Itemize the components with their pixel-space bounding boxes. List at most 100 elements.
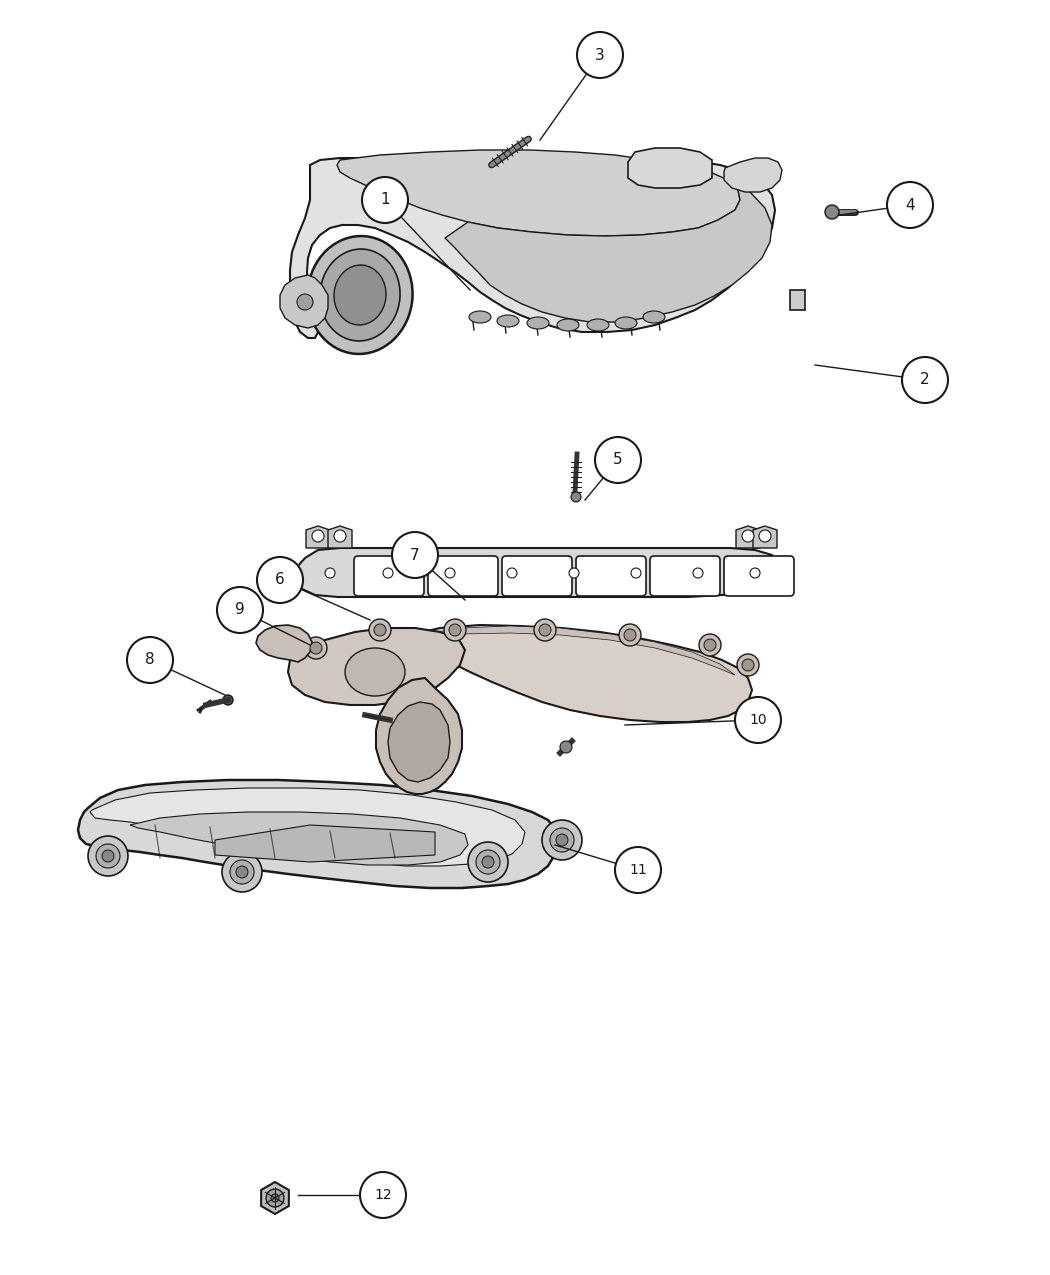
Circle shape (556, 834, 568, 847)
Text: 9: 9 (235, 603, 245, 617)
Circle shape (560, 741, 572, 754)
FancyBboxPatch shape (354, 556, 424, 595)
Circle shape (230, 861, 254, 884)
Text: 8: 8 (145, 653, 154, 668)
Circle shape (236, 866, 248, 878)
Polygon shape (408, 625, 752, 722)
Circle shape (468, 842, 508, 882)
Ellipse shape (345, 648, 405, 696)
Ellipse shape (643, 311, 665, 323)
Circle shape (445, 567, 455, 578)
Ellipse shape (320, 249, 400, 340)
Polygon shape (753, 527, 777, 548)
Polygon shape (215, 825, 435, 862)
Circle shape (750, 567, 760, 578)
Ellipse shape (334, 265, 386, 325)
Circle shape (223, 695, 233, 705)
Text: 5: 5 (613, 453, 623, 468)
Circle shape (542, 820, 582, 861)
Text: 6: 6 (275, 572, 285, 588)
Polygon shape (280, 275, 328, 328)
Circle shape (615, 847, 662, 892)
Circle shape (102, 850, 114, 862)
Polygon shape (376, 678, 462, 794)
Circle shape (595, 437, 640, 483)
Circle shape (742, 659, 754, 671)
Polygon shape (288, 629, 465, 705)
Circle shape (392, 532, 438, 578)
Polygon shape (328, 527, 352, 548)
Circle shape (96, 844, 120, 868)
Polygon shape (445, 180, 772, 323)
Circle shape (449, 623, 461, 636)
Ellipse shape (587, 319, 609, 332)
Text: 10: 10 (750, 713, 766, 727)
Polygon shape (256, 625, 312, 662)
FancyBboxPatch shape (502, 556, 572, 595)
Circle shape (326, 567, 335, 578)
Circle shape (297, 295, 313, 310)
Circle shape (369, 618, 391, 641)
Circle shape (88, 836, 128, 876)
Circle shape (759, 530, 771, 542)
Circle shape (271, 1193, 279, 1202)
Circle shape (571, 492, 581, 502)
Polygon shape (337, 150, 740, 236)
Circle shape (550, 827, 574, 852)
Circle shape (569, 567, 579, 578)
Polygon shape (290, 158, 775, 338)
Circle shape (476, 850, 500, 873)
Circle shape (693, 567, 704, 578)
Circle shape (444, 618, 466, 641)
Circle shape (266, 1190, 284, 1207)
Circle shape (631, 567, 640, 578)
Circle shape (539, 623, 551, 636)
Polygon shape (306, 527, 330, 548)
Circle shape (742, 530, 754, 542)
Polygon shape (90, 788, 525, 866)
Circle shape (735, 697, 781, 743)
Circle shape (127, 638, 173, 683)
Circle shape (310, 643, 322, 654)
Text: 11: 11 (629, 863, 647, 877)
Circle shape (699, 634, 721, 657)
Circle shape (257, 557, 303, 603)
FancyBboxPatch shape (724, 556, 794, 595)
Circle shape (304, 638, 327, 659)
Circle shape (334, 530, 346, 542)
Ellipse shape (556, 319, 579, 332)
Ellipse shape (469, 311, 491, 323)
Polygon shape (261, 1182, 289, 1214)
Text: 2: 2 (920, 372, 930, 388)
Polygon shape (78, 780, 558, 887)
Polygon shape (295, 548, 778, 597)
Ellipse shape (527, 317, 549, 329)
Circle shape (217, 586, 262, 632)
Circle shape (534, 618, 557, 641)
Circle shape (383, 567, 393, 578)
Circle shape (737, 654, 759, 676)
Circle shape (887, 182, 933, 228)
Circle shape (222, 852, 262, 892)
Ellipse shape (615, 317, 637, 329)
Polygon shape (388, 703, 450, 782)
Circle shape (578, 32, 623, 78)
Circle shape (312, 530, 324, 542)
Text: 12: 12 (374, 1188, 392, 1202)
Polygon shape (628, 148, 712, 187)
FancyBboxPatch shape (650, 556, 720, 595)
FancyBboxPatch shape (576, 556, 646, 595)
Text: 3: 3 (595, 47, 605, 62)
Polygon shape (420, 626, 735, 674)
Circle shape (374, 623, 386, 636)
Ellipse shape (497, 315, 519, 326)
Circle shape (825, 205, 839, 219)
Text: 4: 4 (905, 198, 915, 213)
Circle shape (902, 357, 948, 403)
Text: 1: 1 (380, 193, 390, 208)
FancyBboxPatch shape (428, 556, 498, 595)
Ellipse shape (308, 236, 413, 354)
Circle shape (704, 639, 716, 652)
Circle shape (362, 177, 408, 223)
Circle shape (620, 623, 640, 646)
